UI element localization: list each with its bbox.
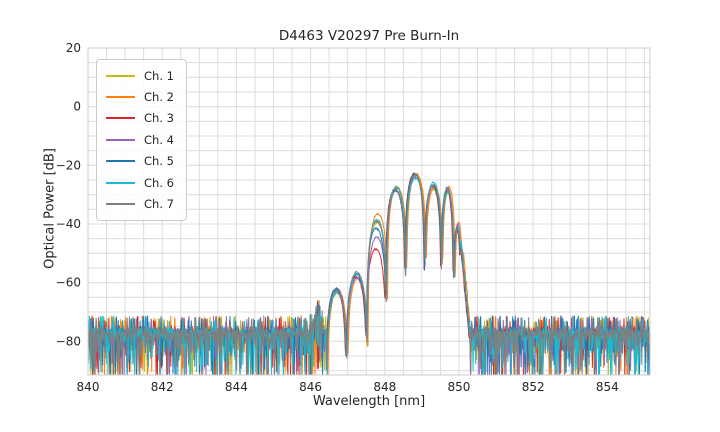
y-tick-label: 20: [66, 41, 81, 55]
x-tick-label: 854: [596, 380, 619, 394]
x-tick-label: 852: [522, 380, 545, 394]
legend-swatch: [106, 160, 135, 163]
legend-label: Ch. 6: [144, 175, 174, 190]
legend-label: Ch. 2: [144, 90, 174, 105]
y-tick-label: −40: [56, 217, 81, 231]
legend-entry: Ch. 2: [106, 86, 174, 107]
legend-label: Ch. 7: [144, 197, 174, 212]
legend-swatch: [106, 138, 135, 141]
x-tick-label: 842: [151, 380, 174, 394]
legend-swatch: [106, 96, 135, 99]
legend-label: Ch. 5: [144, 154, 174, 169]
legend-label: Ch. 1: [144, 68, 174, 83]
x-axis-label: Wavelength [nm]: [312, 394, 426, 409]
legend-swatch: [106, 203, 135, 206]
chart-title: D4463 V20297 Pre Burn-In: [278, 28, 460, 44]
y-tick-label: −60: [56, 276, 81, 290]
x-tick-label: 840: [77, 380, 100, 394]
legend-label: Ch. 3: [144, 111, 174, 126]
series-lines: [88, 172, 650, 375]
series-line-ch-7: [88, 173, 650, 375]
legend-entry: Ch. 4: [106, 129, 174, 150]
y-tick-label: 0: [73, 100, 81, 114]
legend-swatch: [106, 117, 135, 120]
legend-entry: Ch. 1: [106, 65, 174, 86]
x-tick-label: 846: [299, 380, 322, 394]
x-tick-label: 850: [448, 380, 471, 394]
x-tick-label: 844: [225, 380, 248, 394]
y-tick-label: −20: [56, 158, 81, 172]
plot-border: [87, 47, 651, 376]
legend-entry: Ch. 3: [106, 108, 174, 129]
legend-entry: Ch. 6: [106, 172, 174, 193]
legend-swatch: [106, 181, 135, 184]
y-axis-label: Optical Power [dB]: [42, 148, 58, 269]
legend-swatch: [106, 74, 135, 77]
legend-entry: Ch. 5: [106, 151, 174, 172]
x-tick-label: 848: [373, 380, 396, 394]
legend-label: Ch. 4: [144, 132, 174, 147]
legend-entry: Ch. 7: [106, 193, 174, 214]
legend: Ch. 1 Ch. 2 Ch. 3 Ch. 4 Ch. 5 Ch. 6 Ch. 7: [96, 59, 187, 221]
y-tick-label: −80: [56, 334, 81, 348]
